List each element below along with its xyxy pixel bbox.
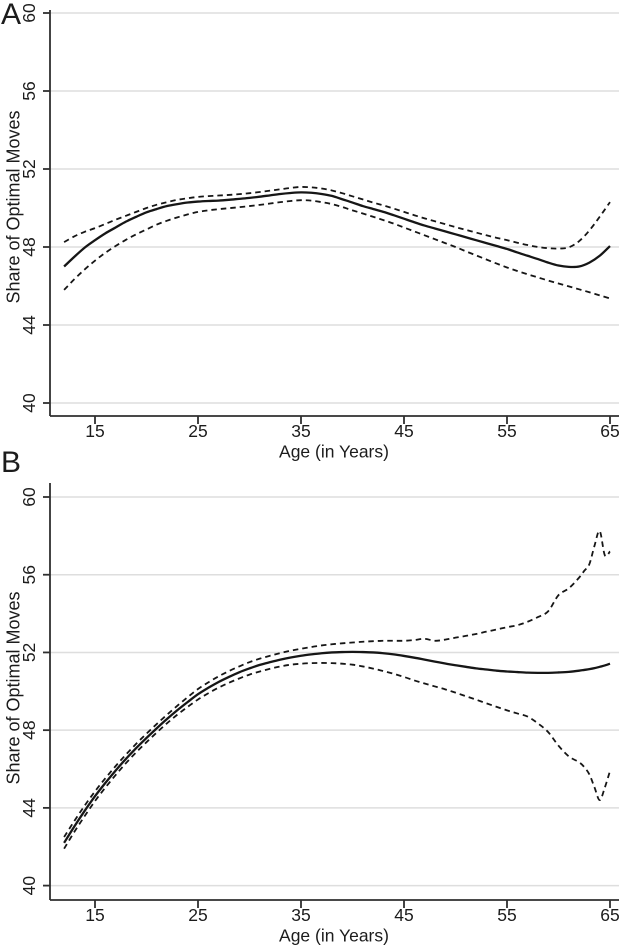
panel-b-estimate-line xyxy=(63,650,611,844)
x-tick-label: 45 xyxy=(394,905,413,925)
y-tick-label: 52 xyxy=(19,643,39,662)
y-tick-label: 48 xyxy=(19,720,39,739)
panel-b-upper-confidence-band-line xyxy=(63,530,611,838)
panel-a-upper-confidence-band-line xyxy=(63,186,611,250)
y-tick-label: 48 xyxy=(19,237,39,256)
x-tick-label: 35 xyxy=(291,421,310,441)
y-tick-label: 56 xyxy=(19,81,39,100)
y-tick-label: 44 xyxy=(19,315,39,335)
x-tick-label: 65 xyxy=(600,905,619,925)
y-tick-label: 56 xyxy=(19,565,39,584)
x-tick-label: 65 xyxy=(600,421,619,441)
y-tick-label: 40 xyxy=(19,393,39,413)
panel-a-x-axis-title: Age (in Years) xyxy=(279,441,389,462)
panel-a-estimate-line xyxy=(63,191,611,269)
x-tick-label: 15 xyxy=(85,905,104,925)
y-tick-label: 52 xyxy=(19,159,39,178)
panel-a-lower-confidence-band-line xyxy=(63,199,611,300)
x-tick-label: 45 xyxy=(394,421,413,441)
panel-a-letter: A xyxy=(1,0,22,31)
panel-b-lower-confidence-band-line xyxy=(63,662,611,850)
panel-b-y-axis-title: Share of Optimal Moves xyxy=(3,591,24,785)
y-tick-label: 40 xyxy=(19,876,39,896)
x-tick-label: 55 xyxy=(497,421,516,441)
x-tick-label: 15 xyxy=(85,421,104,441)
y-tick-label: 60 xyxy=(19,3,39,23)
panel-a-y-axis-title: Share of Optimal Moves xyxy=(3,110,24,304)
x-tick-label: 25 xyxy=(188,421,207,441)
y-tick-label: 44 xyxy=(19,798,39,818)
panel-b-letter: B xyxy=(1,446,22,479)
x-tick-label: 25 xyxy=(188,905,207,925)
x-tick-label: 55 xyxy=(497,905,516,925)
y-tick-label: 60 xyxy=(19,487,39,507)
panel-b-x-axis-title: Age (in Years) xyxy=(279,925,389,946)
x-tick-label: 35 xyxy=(291,905,310,925)
